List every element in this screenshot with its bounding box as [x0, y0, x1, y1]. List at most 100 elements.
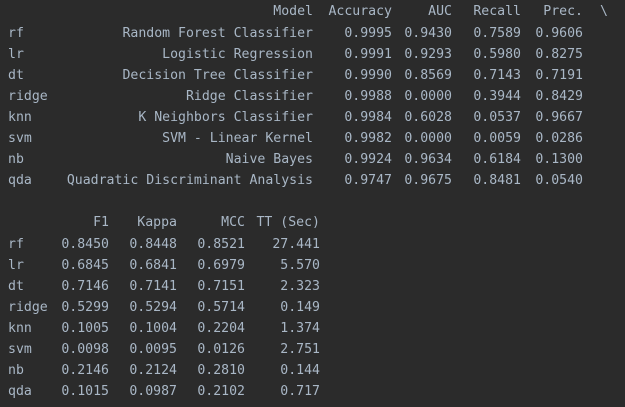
mcc-value: 0.2204: [197, 321, 245, 336]
recall-value: 0.0059: [473, 131, 521, 146]
mcc-value: 0.0126: [197, 342, 245, 357]
model-name: Naive Bayes: [225, 152, 313, 167]
recall-value: 0.3944: [473, 89, 521, 104]
f1-value: 0.0098: [61, 342, 109, 357]
header-kappa: Kappa: [137, 215, 177, 230]
row-index: dt: [8, 279, 24, 294]
kappa-value: 0.0987: [129, 384, 177, 399]
prec-value: 0.1300: [535, 152, 583, 167]
prec-value: 0.8429: [535, 89, 583, 104]
row-index: lr: [8, 258, 24, 273]
recall-value: 0.7589: [473, 26, 521, 41]
prec-value: 0.9606: [535, 26, 583, 41]
prec-value: 0.8275: [535, 47, 583, 62]
tt-value: 1.374: [280, 321, 320, 336]
accuracy-value: 0.9924: [344, 152, 392, 167]
kappa-value: 0.2124: [129, 363, 177, 378]
accuracy-value: 0.9988: [344, 89, 392, 104]
model-name: Ridge Classifier: [185, 89, 313, 104]
recall-value: 0.6184: [473, 152, 521, 167]
header-auc: AUC: [428, 4, 452, 19]
kappa-value: 0.7141: [129, 279, 177, 294]
table2-row: svm 0.0098 0.0095 0.0126 2.751: [0, 339, 625, 360]
model-name: Logistic Regression: [162, 47, 313, 62]
f1-value: 0.7146: [61, 279, 109, 294]
f1-value: 0.6845: [61, 258, 109, 273]
accuracy-value: 0.9982: [344, 131, 392, 146]
table2-row: lr 0.6845 0.6841 0.6979 5.570: [0, 255, 625, 276]
auc-value: 0.0000: [404, 89, 452, 104]
table1-row: qda Quadratic Discriminant Analysis 0.97…: [0, 170, 625, 191]
table1-row: svm SVM - Linear Kernel 0.9982 0.0000 0.…: [0, 128, 625, 149]
f1-value: 0.1005: [61, 321, 109, 336]
row-index: knn: [8, 321, 32, 336]
model-name: K Neighbors Classifier: [138, 110, 313, 125]
accuracy-value: 0.9990: [344, 68, 392, 83]
row-index: rf: [8, 26, 24, 41]
auc-value: 0.0000: [404, 131, 452, 146]
row-index: nb: [8, 152, 24, 167]
table2-row: ridge 0.5299 0.5294 0.5714 0.149: [0, 297, 625, 318]
model-name: Decision Tree Classifier: [122, 68, 313, 83]
tt-value: 0.149: [280, 300, 320, 315]
table2-row: qda 0.1015 0.0987 0.2102 0.717: [0, 381, 625, 402]
auc-value: 0.9293: [404, 47, 452, 62]
table1-row: nb Naive Bayes 0.9924 0.9634 0.6184 0.13…: [0, 149, 625, 170]
tt-value: 2.751: [280, 342, 320, 357]
header-model: Model: [273, 4, 313, 19]
accuracy-value: 0.9995: [344, 26, 392, 41]
table1-row: rf Random Forest Classifier 0.9995 0.943…: [0, 23, 625, 44]
prec-value: 0.9667: [535, 110, 583, 125]
mcc-value: 0.6979: [197, 258, 245, 273]
table2-row: knn 0.1005 0.1004 0.2204 1.374: [0, 318, 625, 339]
tt-value: 5.570: [280, 258, 320, 273]
accuracy-value: 0.9984: [344, 110, 392, 125]
row-index: nb: [8, 363, 24, 378]
row-index: svm: [8, 342, 32, 357]
header-recall: Recall: [473, 4, 521, 19]
mcc-value: 0.2102: [197, 384, 245, 399]
accuracy-value: 0.9991: [344, 47, 392, 62]
header-mcc: MCC: [221, 215, 245, 230]
prec-value: 0.0540: [535, 173, 583, 188]
row-index: rf: [8, 237, 24, 252]
auc-value: 0.8569: [404, 68, 452, 83]
model-name: SVM - Linear Kernel: [162, 131, 313, 146]
table2-row: dt 0.7146 0.7141 0.7151 2.323: [0, 276, 625, 297]
mcc-value: 0.5714: [197, 300, 245, 315]
tt-value: 2.323: [280, 279, 320, 294]
auc-value: 0.9634: [404, 152, 452, 167]
f1-value: 0.2146: [61, 363, 109, 378]
tt-value: 0.144: [280, 363, 320, 378]
kappa-value: 0.1004: [129, 321, 177, 336]
auc-value: 0.6028: [404, 110, 452, 125]
auc-value: 0.9430: [404, 26, 452, 41]
row-index: ridge: [8, 300, 48, 315]
header-tt: TT (Sec): [256, 215, 320, 230]
kappa-value: 0.0095: [129, 342, 177, 357]
header-prec: Prec.: [543, 4, 583, 19]
kappa-value: 0.5294: [129, 300, 177, 315]
table1-row: lr Logistic Regression 0.9991 0.9293 0.5…: [0, 44, 625, 65]
table1-header-row: Model Accuracy AUC Recall Prec. \: [0, 1, 625, 22]
tt-value: 27.441: [272, 237, 320, 252]
row-index: qda: [8, 384, 32, 399]
recall-value: 0.8481: [473, 173, 521, 188]
tt-value: 0.717: [280, 384, 320, 399]
row-index: lr: [8, 47, 24, 62]
accuracy-value: 0.9747: [344, 173, 392, 188]
recall-value: 0.7143: [473, 68, 521, 83]
table1-row: dt Decision Tree Classifier 0.9990 0.856…: [0, 65, 625, 86]
row-index: knn: [8, 110, 32, 125]
table1-row: ridge Ridge Classifier 0.9988 0.0000 0.3…: [0, 86, 625, 107]
kappa-value: 0.8448: [129, 237, 177, 252]
recall-value: 0.0537: [473, 110, 521, 125]
mcc-value: 0.8521: [197, 237, 245, 252]
table1-row: knn K Neighbors Classifier 0.9984 0.6028…: [0, 107, 625, 128]
header-accuracy: Accuracy: [328, 4, 392, 19]
line-continuation: \: [600, 4, 608, 19]
header-f1: F1: [93, 215, 109, 230]
prec-value: 0.0286: [535, 131, 583, 146]
model-name: Quadratic Discriminant Analysis: [66, 173, 313, 188]
